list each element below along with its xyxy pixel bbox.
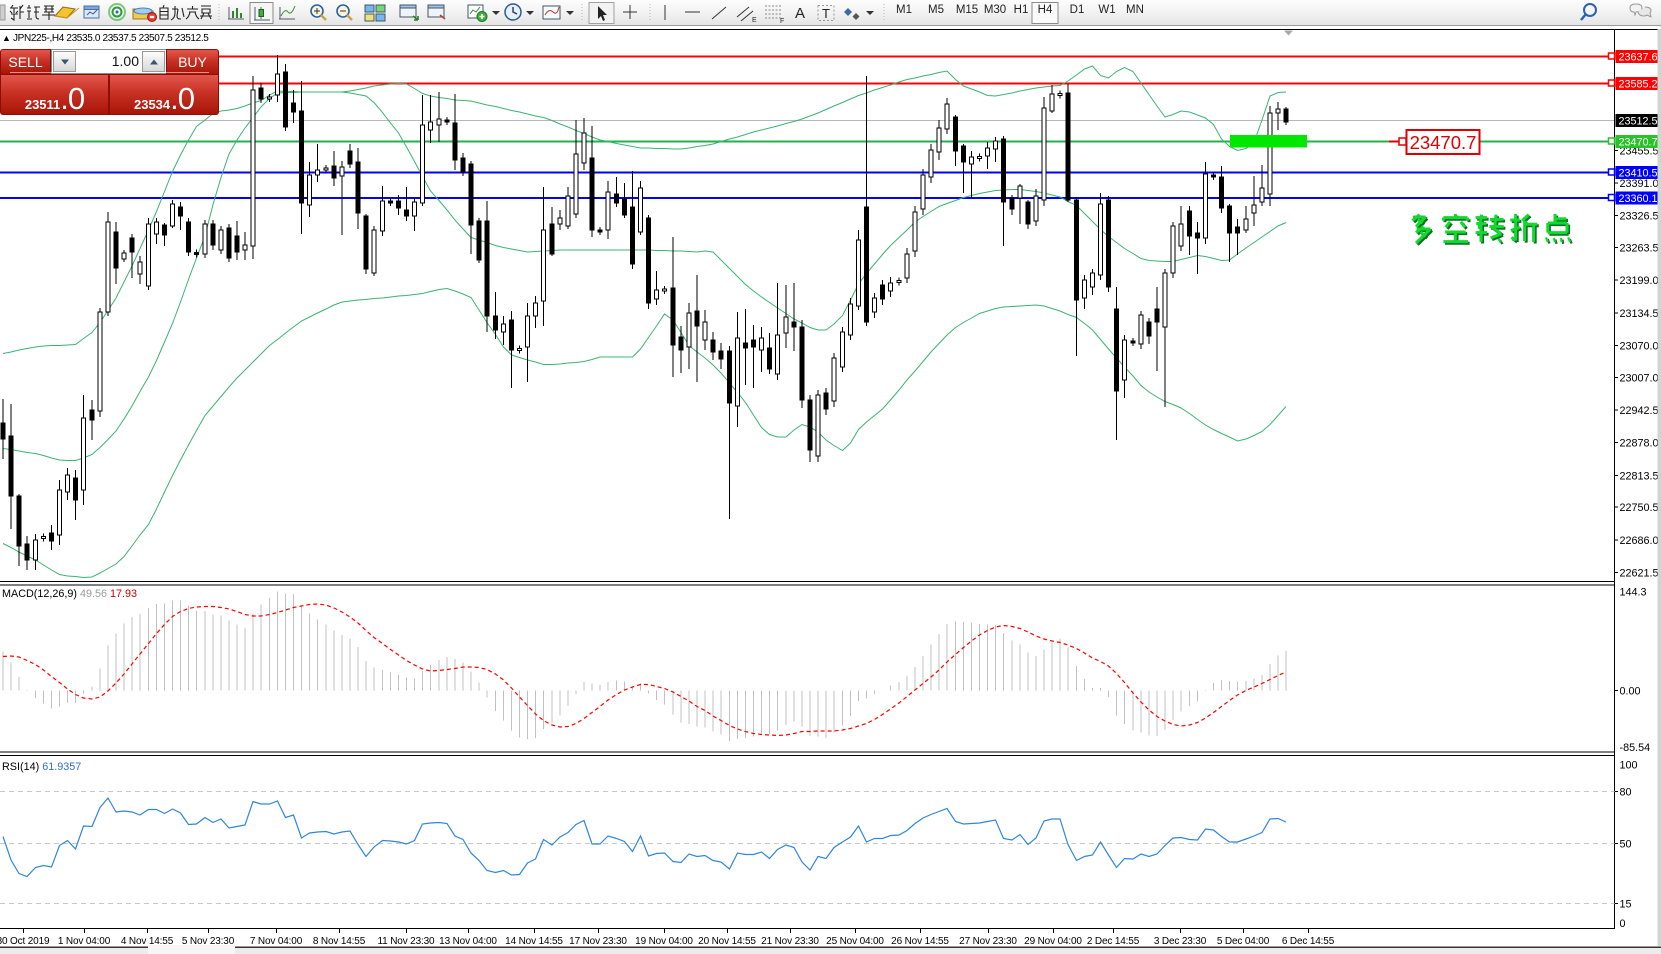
svg-text:22686.0: 22686.0 [1620, 535, 1659, 547]
svg-text:100: 100 [1620, 759, 1638, 771]
svg-text:5 Nov 23:30: 5 Nov 23:30 [182, 936, 235, 947]
svg-text:F: F [780, 18, 784, 25]
svg-text:23007.0: 23007.0 [1620, 373, 1659, 385]
svg-text:23512.5: 23512.5 [1619, 116, 1658, 128]
svg-text:MACD(12,26,9) 49.56 17.93: MACD(12,26,9) 49.56 17.93 [2, 588, 137, 600]
svg-text:26 Nov 14:55: 26 Nov 14:55 [891, 936, 949, 947]
svg-text:22621.5: 22621.5 [1620, 568, 1659, 580]
svg-text:80: 80 [1620, 787, 1632, 799]
svg-text:23360.1: 23360.1 [1619, 193, 1658, 205]
svg-text:2 Dec 14:55: 2 Dec 14:55 [1087, 936, 1140, 947]
svg-text:22878.0: 22878.0 [1620, 438, 1659, 450]
svg-text:22942.5: 22942.5 [1620, 405, 1659, 417]
svg-text:23199.0: 23199.0 [1620, 275, 1659, 287]
svg-text:6 Dec 14:55: 6 Dec 14:55 [1282, 936, 1335, 947]
svg-text:14 Nov 14:55: 14 Nov 14:55 [505, 936, 563, 947]
svg-text:RSI(14) 61.9357: RSI(14) 61.9357 [2, 761, 81, 773]
svg-text:23470.7: 23470.7 [1619, 137, 1658, 149]
svg-text:A: A [795, 5, 805, 22]
svg-text:25 Nov 04:00: 25 Nov 04:00 [826, 936, 884, 947]
svg-text:23326.5: 23326.5 [1620, 211, 1659, 223]
svg-text:5 Dec 04:00: 5 Dec 04:00 [1217, 936, 1270, 947]
svg-text:23585.2: 23585.2 [1619, 79, 1658, 91]
svg-text:30 Oct 2019: 30 Oct 2019 [0, 936, 50, 947]
svg-text:E: E [752, 17, 757, 24]
svg-text:3 Dec 23:30: 3 Dec 23:30 [1154, 936, 1207, 947]
svg-text:27 Nov 23:30: 27 Nov 23:30 [959, 936, 1017, 947]
svg-text:15: 15 [1620, 899, 1632, 911]
svg-text:23410.5: 23410.5 [1619, 168, 1658, 180]
svg-text:11 Nov 23:30: 11 Nov 23:30 [378, 936, 436, 947]
svg-text:144.3: 144.3 [1620, 587, 1647, 599]
svg-text:13 Nov 04:00: 13 Nov 04:00 [439, 936, 497, 947]
svg-text:▲ JPN225-,H4 23535.0 23537.5: ▲ JPN225-,H4 23535.0 23537.5 23507.5 235… [2, 33, 209, 44]
svg-text:-85.54: -85.54 [1620, 742, 1651, 754]
svg-text:29 Nov 04:00: 29 Nov 04:00 [1024, 936, 1082, 947]
svg-text:7 Nov 04:00: 7 Nov 04:00 [250, 936, 303, 947]
svg-text:19 Nov 04:00: 19 Nov 04:00 [635, 936, 693, 947]
svg-text:50: 50 [1620, 839, 1632, 851]
svg-text:23470.7: 23470.7 [1410, 132, 1477, 153]
svg-text:0: 0 [1620, 918, 1626, 930]
svg-text:20 Nov 14:55: 20 Nov 14:55 [698, 936, 756, 947]
svg-text:23263.5: 23263.5 [1620, 243, 1659, 255]
svg-text:23070.0: 23070.0 [1620, 341, 1659, 353]
svg-text:0.00: 0.00 [1620, 686, 1641, 698]
svg-text:21 Nov 23:30: 21 Nov 23:30 [761, 936, 819, 947]
svg-text:23637.6: 23637.6 [1619, 52, 1658, 64]
svg-text:1 Nov 04:00: 1 Nov 04:00 [58, 936, 111, 947]
svg-text:23455.5: 23455.5 [1620, 146, 1659, 158]
svg-text:4 Nov 14:55: 4 Nov 14:55 [121, 936, 174, 947]
svg-text:17 Nov 23:30: 17 Nov 23:30 [569, 936, 627, 947]
svg-text:23134.5: 23134.5 [1620, 308, 1659, 320]
svg-text:8 Nov 14:55: 8 Nov 14:55 [313, 936, 366, 947]
svg-text:22813.5: 22813.5 [1620, 471, 1659, 483]
svg-text:22750.5: 22750.5 [1620, 502, 1659, 514]
svg-text:T: T [822, 6, 830, 21]
svg-text:23391.0: 23391.0 [1620, 178, 1659, 190]
